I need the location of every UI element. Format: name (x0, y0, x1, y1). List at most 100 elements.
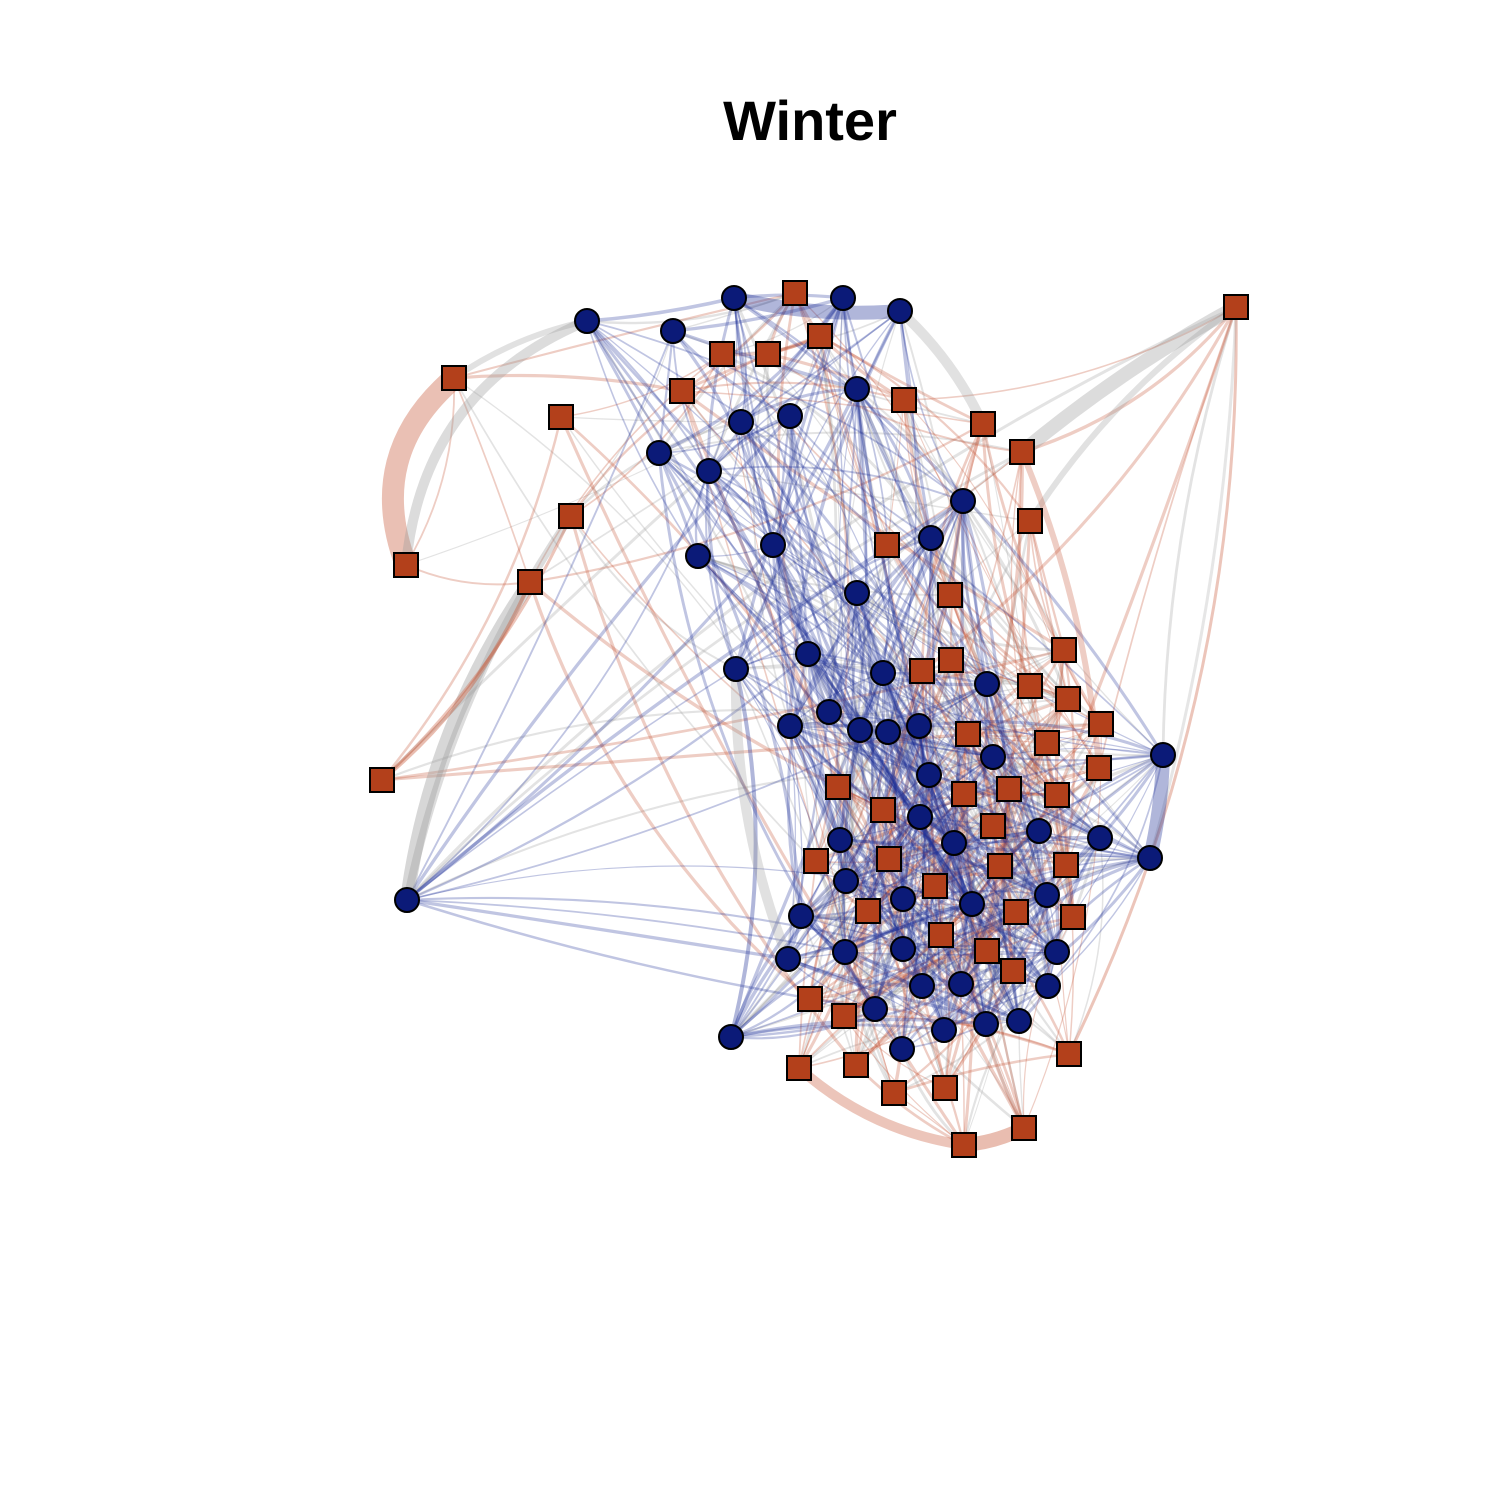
edge-circle-circle (827, 536, 933, 713)
circle-node (1044, 939, 1070, 965)
edge-square-square (1054, 649, 1066, 796)
edge-circle-circle (585, 320, 661, 454)
edge-square-square (948, 594, 1069, 701)
square-node (870, 797, 896, 823)
thick-edges (380, 291, 1243, 1152)
edge-circle-circle (839, 839, 946, 1031)
edge-circle-circle (707, 470, 848, 882)
edge-square-square (887, 858, 946, 1089)
square-node (1223, 294, 1249, 320)
edge-mixed (380, 469, 710, 782)
circle-node (685, 543, 711, 569)
edge-mixed (752, 353, 791, 727)
circle-node (870, 660, 896, 686)
edge-mixed (928, 774, 1014, 972)
edge-circle-circle (859, 728, 994, 759)
edge-circle-circle (787, 830, 1040, 960)
circle-node (887, 298, 913, 324)
edge-square-square (854, 594, 952, 1066)
edge-square-square (1055, 306, 1238, 796)
edge-mixed (772, 544, 818, 862)
square-node (987, 853, 1013, 879)
edge-mixed (735, 668, 817, 862)
square-node (669, 378, 695, 404)
circle-node (950, 488, 976, 514)
square-node (932, 1075, 958, 1101)
edge-square-square (809, 659, 952, 1000)
edge-mixed (697, 555, 951, 596)
edge-circle-circle (874, 842, 955, 1010)
square-node (548, 404, 574, 430)
edge-mixed (844, 865, 1001, 953)
edge-mixed (928, 698, 1069, 776)
circle-node (1035, 973, 1061, 999)
edge-circle-circle (740, 387, 858, 424)
edge-square-square (381, 648, 1065, 782)
edge-circle-circle (786, 653, 810, 917)
edge-circle-circle (807, 652, 988, 687)
edge-mixed (886, 544, 988, 685)
edge-heavy (400, 575, 537, 907)
square-node (1017, 508, 1043, 534)
edge-mixed (843, 842, 955, 1017)
circle-node (830, 285, 856, 311)
edge-mixed (959, 793, 975, 985)
edge-square-square (903, 306, 1237, 401)
edge-circle-circle (882, 671, 994, 758)
edge-mixed (405, 305, 1237, 902)
edge-square-square (921, 670, 1058, 796)
edge-mixed (953, 842, 1015, 972)
circle-node (832, 939, 858, 965)
edge-circle-circle (697, 555, 973, 905)
edge-mixed (586, 291, 796, 325)
square-node (782, 280, 808, 306)
edge-circle-circle (800, 915, 945, 1031)
edge-square-square (819, 335, 1031, 522)
edge-circle-circle (839, 839, 962, 985)
edge-heavy (794, 1063, 969, 1150)
edge-circle-circle (406, 330, 674, 901)
edge-mixed (838, 670, 923, 841)
circle-node (816, 699, 842, 725)
edge-circle-circle (899, 310, 964, 502)
edge-heavy (380, 580, 532, 782)
edge-mixed (888, 753, 1164, 861)
edge-square-square (1008, 788, 1074, 918)
edge-heavy (403, 512, 575, 904)
edge-mixed (1028, 685, 1041, 832)
edge-circle-circle (902, 830, 1040, 900)
edge-mixed (681, 390, 973, 905)
circle-node (795, 641, 821, 667)
circle-node (775, 946, 801, 972)
edge-circle-circle (902, 894, 1048, 950)
edge-mixed (844, 670, 923, 882)
edge-circle-circle (1047, 857, 1151, 987)
edge-circle-circle (789, 725, 1020, 1022)
edge-square-square (893, 1052, 1070, 1095)
square-node (803, 848, 829, 874)
edge-heavy (380, 514, 573, 782)
circle-node (660, 318, 686, 344)
circle-node (721, 285, 747, 311)
circle-node (875, 719, 901, 745)
edge-square-square (819, 334, 984, 426)
edge-square-square (528, 581, 812, 1001)
edge-circle-circle (919, 753, 1164, 818)
circle-node (974, 671, 1000, 697)
edge-circle-circle (952, 683, 989, 844)
edge-circle-circle (882, 672, 973, 905)
edge-heavy (895, 306, 988, 429)
edge-mixed (845, 788, 1010, 882)
square-node (955, 721, 981, 747)
edge-heavy (1015, 300, 1243, 459)
edge-circle-circle (707, 470, 862, 731)
square-node (517, 569, 543, 595)
edge-circle-circle (406, 470, 710, 901)
edge-mixed (800, 910, 1017, 922)
edge-square-square (854, 858, 891, 1066)
edge-mixed (882, 808, 1040, 834)
edge-square-square (1098, 306, 1237, 769)
edge-circle-circle (789, 297, 844, 417)
edge-circle-circle (800, 915, 904, 1050)
